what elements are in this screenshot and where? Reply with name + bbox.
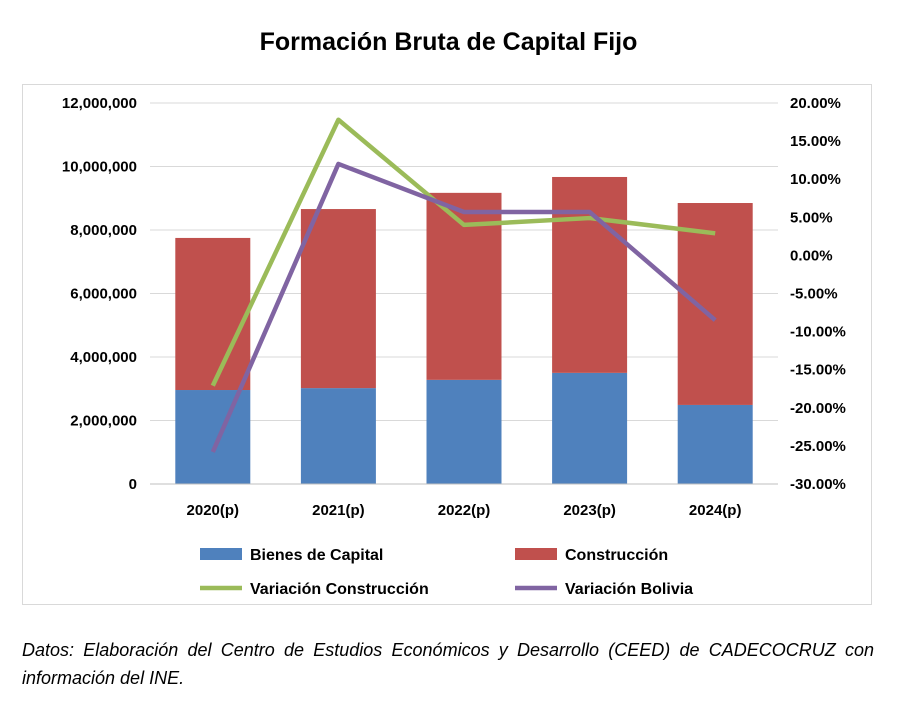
legend-label: Variación Bolivia: [565, 581, 693, 598]
right-tick-label: 20.00%: [790, 95, 841, 112]
x-tick-label: 2022(p): [438, 502, 491, 519]
x-tick-label: 2023(p): [563, 502, 616, 519]
right-tick-label: -25.00%: [790, 438, 846, 455]
right-tick-label: -15.00%: [790, 362, 846, 379]
left-tick-label: 12,000,000: [62, 95, 137, 112]
bar-construcción: [175, 237, 251, 391]
legend-label: Bienes de Capital: [250, 547, 383, 564]
legend-swatch: [200, 548, 242, 560]
bar-bienes-de-capital: [552, 372, 628, 484]
right-tick-label: 10.00%: [790, 171, 841, 188]
left-tick-label: 4,000,000: [70, 349, 137, 366]
right-tick-label: -10.00%: [790, 324, 846, 341]
right-tick-label: 5.00%: [790, 209, 833, 226]
right-tick-label: -5.00%: [790, 286, 838, 303]
x-tick-label: 2024(p): [689, 502, 742, 519]
right-tick-label: 0.00%: [790, 247, 833, 264]
bar-bienes-de-capital: [300, 388, 376, 484]
legend-label: Construcción: [565, 547, 668, 564]
source-note: Datos: Elaboración del Centro de Estudio…: [22, 640, 874, 688]
bar-construcción: [677, 203, 753, 405]
bar-bienes-de-capital: [175, 390, 251, 484]
line-variación-construcción: [210, 117, 716, 387]
chart-title: Formación Bruta de Capital Fijo: [259, 28, 638, 56]
right-tick-label: 15.00%: [790, 133, 841, 150]
left-tick-label: 0: [129, 476, 137, 493]
legend-swatch: [515, 548, 557, 560]
right-tick-label: -30.00%: [790, 476, 846, 493]
left-tick-label: 6,000,000: [70, 286, 137, 303]
legend-label: Variación Construcción: [250, 581, 429, 598]
bar-construcción: [426, 192, 502, 380]
bar-construcción: [552, 176, 628, 373]
x-tick-label: 2020(p): [187, 502, 240, 519]
line-variación-bolivia: [210, 161, 717, 453]
left-tick-label: 8,000,000: [70, 222, 137, 239]
x-tick-label: 2021(p): [312, 502, 365, 519]
left-tick-label: 2,000,000: [70, 413, 137, 430]
bar-bienes-de-capital: [426, 379, 502, 484]
bar-construcción: [300, 209, 376, 389]
chart-frame: [22, 84, 872, 605]
right-tick-label: -20.00%: [790, 400, 846, 417]
left-tick-label: 10,000,000: [62, 159, 137, 176]
combo-chart: 0 2,000,000 4,000,000 6,000,000 8,000,000 10,…: [62, 95, 846, 598]
bar-bienes-de-capital: [677, 404, 753, 484]
